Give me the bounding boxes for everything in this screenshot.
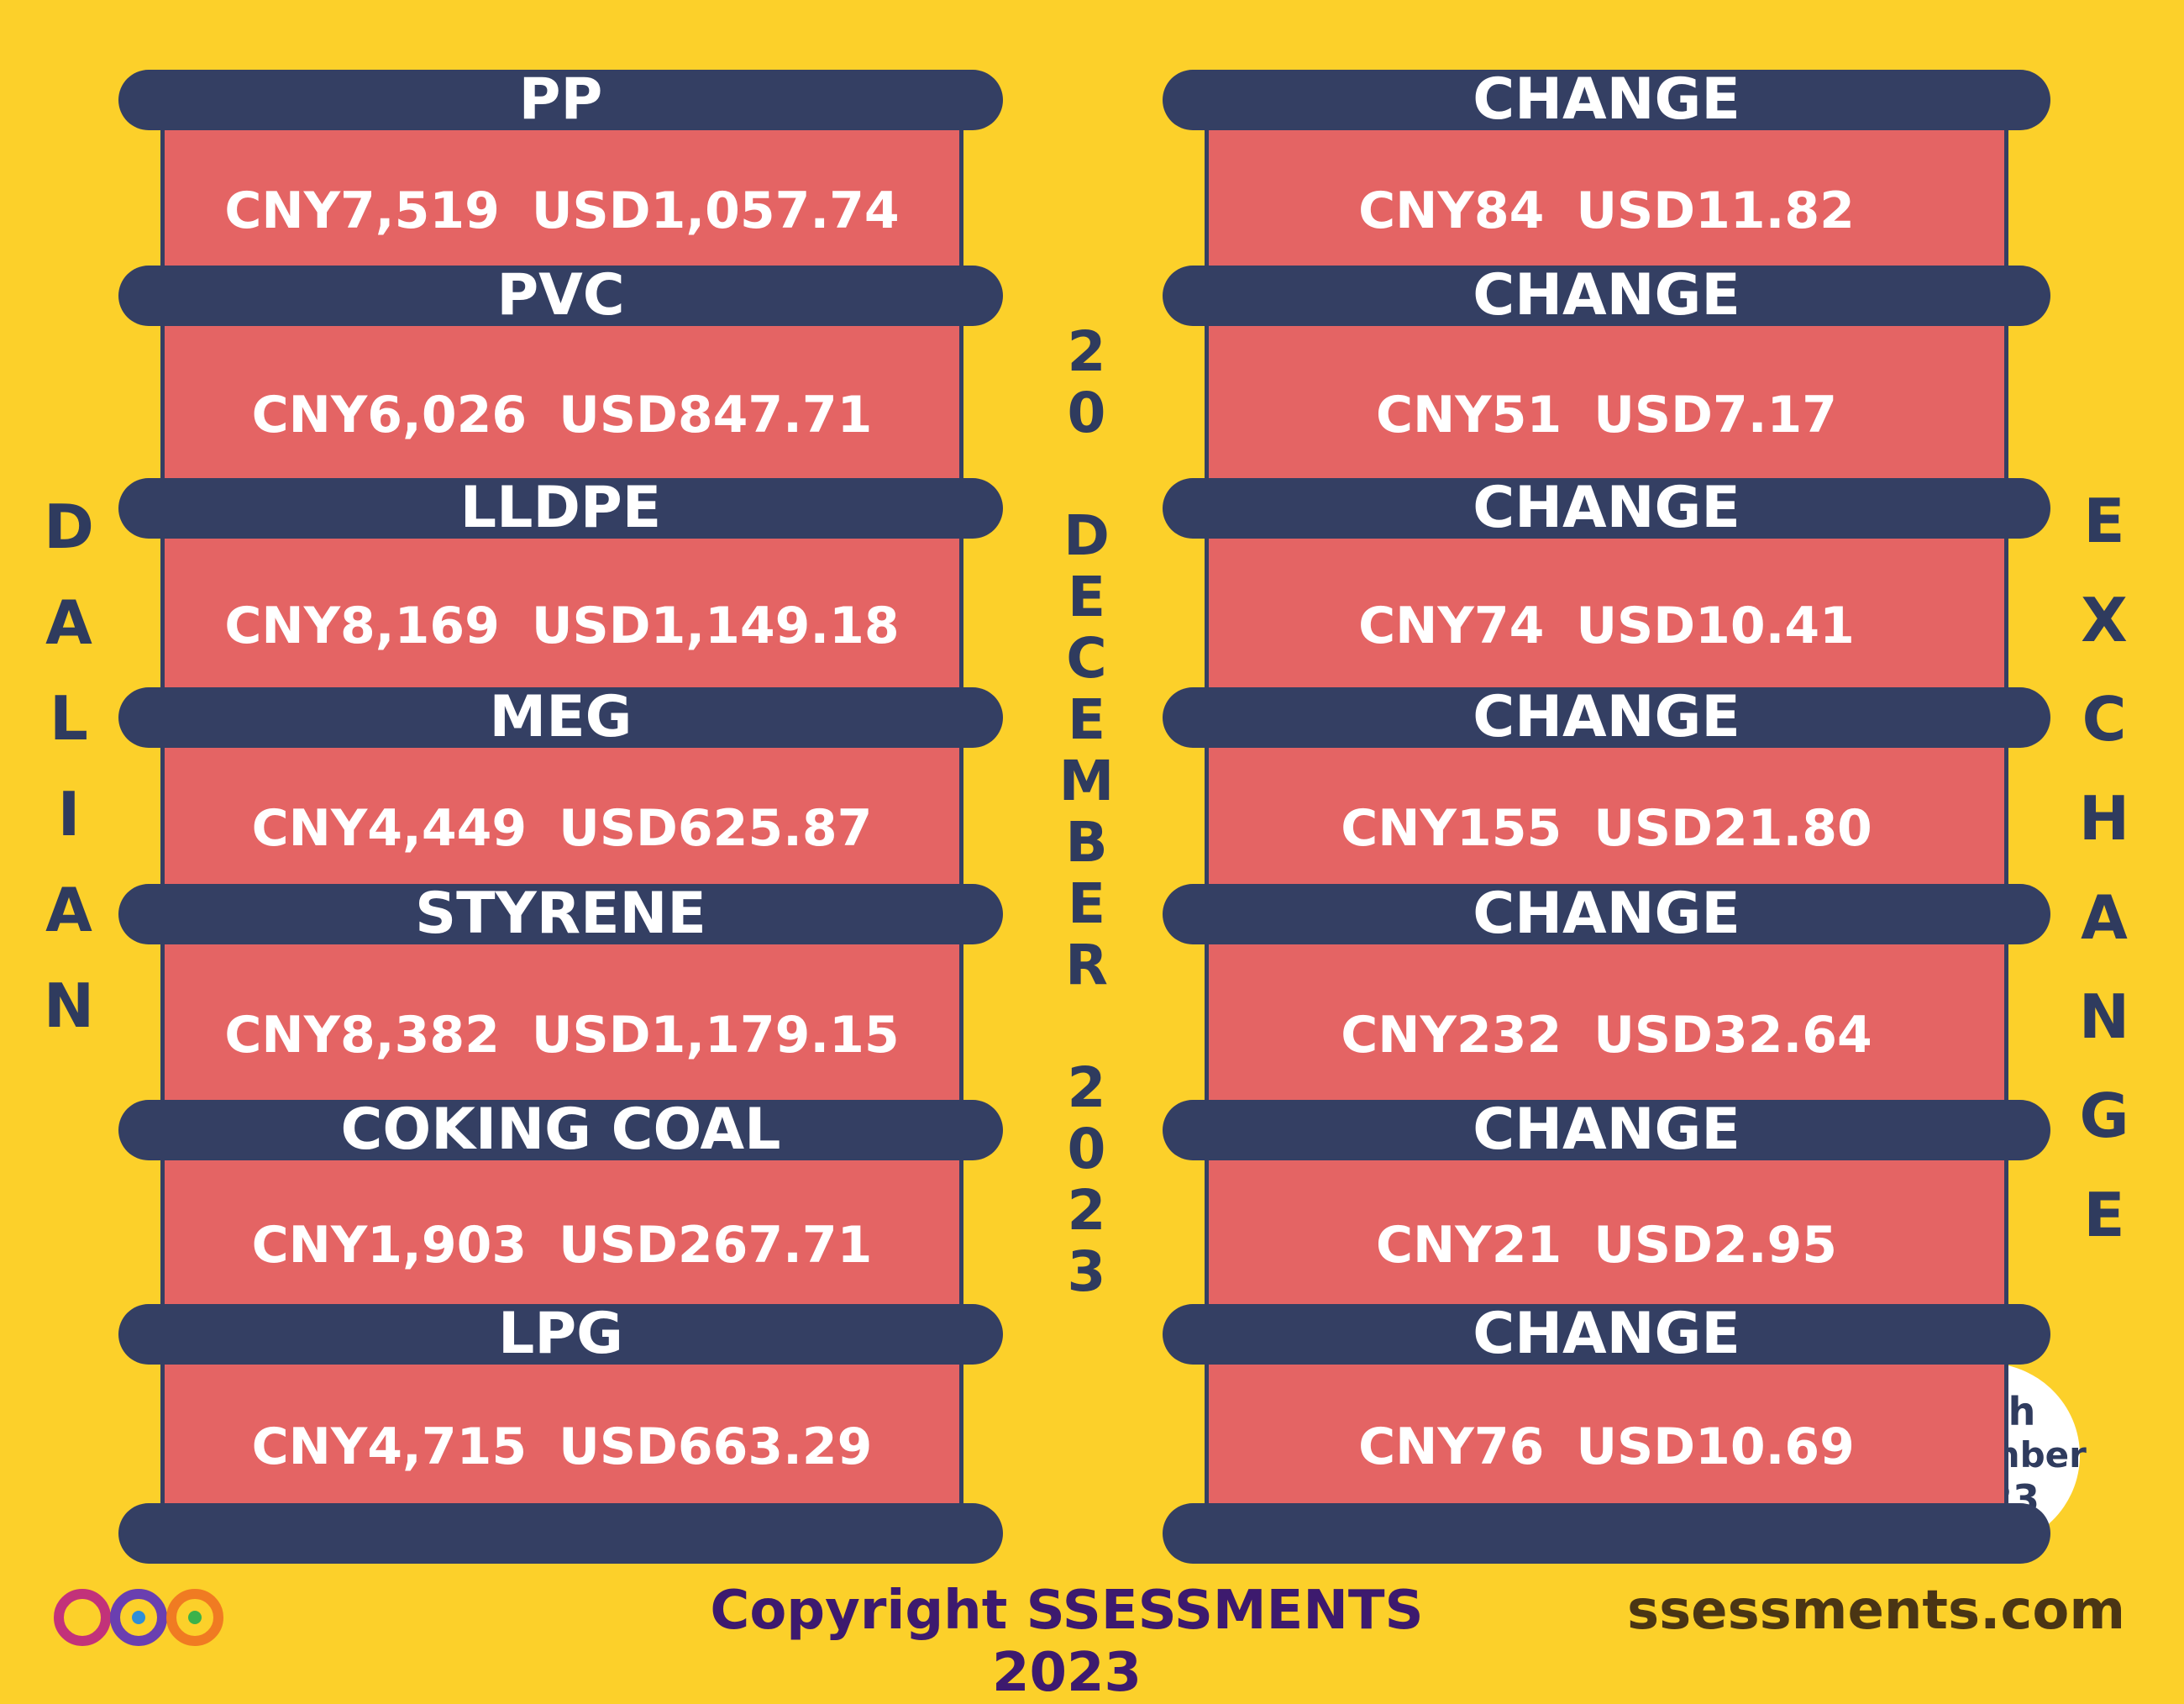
value-row: CNY7,519 USD1,057.74 <box>160 100 963 296</box>
cny-value: CNY51 <box>1376 385 1562 444</box>
cny-value: CNY76 <box>1358 1417 1545 1476</box>
value-row: CNY1,903 USD267.71 <box>160 1130 963 1334</box>
header-cap: CHANGE <box>1163 478 2050 539</box>
cny-value: CNY8,169 <box>224 596 500 655</box>
usd-value: USD1,057.74 <box>531 181 900 240</box>
usd-value: USD663.29 <box>559 1417 873 1476</box>
center-label: 20 DECEMBER 2023 <box>1054 319 1119 1301</box>
logo <box>54 1589 223 1646</box>
header-cap: PVC <box>118 266 1003 326</box>
header-cap: CHANGE <box>1163 1304 2050 1365</box>
value-row: CNY74 USD10.41 <box>1205 508 2008 718</box>
header-cap: CHANGE <box>1163 266 2050 326</box>
bottom-cap <box>118 1503 1003 1564</box>
bottom-cap <box>1163 1503 2050 1564</box>
header-cap: STYRENE <box>118 884 1003 944</box>
value-row: CNY6,026 USD847.71 <box>160 296 963 508</box>
value-row: CNY232 USD32.64 <box>1205 914 2008 1130</box>
header-cap: LLDPE <box>118 478 1003 539</box>
cny-value: CNY6,026 <box>251 385 528 444</box>
usd-value: USD1,179.15 <box>531 1005 900 1065</box>
header-cap: CHANGE <box>1163 884 2050 944</box>
usd-value: USD10.69 <box>1576 1417 1855 1476</box>
usd-value: USD847.71 <box>559 385 873 444</box>
cny-value: CNY155 <box>1341 799 1562 858</box>
value-row: CNY8,169 USD1,149.18 <box>160 508 963 718</box>
header-cap: PP <box>118 70 1003 130</box>
usd-value: USD11.82 <box>1576 181 1855 240</box>
left-label: DALIAN <box>34 492 104 1066</box>
cny-value: CNY1,903 <box>251 1215 528 1275</box>
usd-value: USD21.80 <box>1593 799 1872 858</box>
header-cap: CHANGE <box>1163 70 2050 130</box>
cny-value: CNY232 <box>1341 1005 1562 1065</box>
usd-value: USD625.87 <box>559 799 873 858</box>
cny-value: CNY4,449 <box>251 799 528 858</box>
cny-value: CNY74 <box>1358 596 1545 655</box>
cny-value: CNY21 <box>1376 1215 1562 1275</box>
value-row: CNY155 USD21.80 <box>1205 718 2008 914</box>
header-cap: MEG <box>118 687 1003 748</box>
cny-value: CNY4,715 <box>251 1417 528 1476</box>
copyright: Copyright SSESSMENTS 2023 <box>710 1580 1424 1704</box>
website[interactable]: ssessments.com <box>1626 1580 2125 1642</box>
value-row: CNY4,715 USD663.29 <box>160 1334 963 1533</box>
usd-value: USD7.17 <box>1593 385 1837 444</box>
value-row: CNY84 USD11.82 <box>1205 100 2008 296</box>
header-cap: CHANGE <box>1163 1100 2050 1160</box>
value-row: CNY51 USD7.17 <box>1205 296 2008 508</box>
cny-value: CNY8,382 <box>224 1005 500 1065</box>
header-cap: CHANGE <box>1163 687 2050 748</box>
value-row: CNY4,449 USD625.87 <box>160 718 963 914</box>
right-label: EXCHANGE <box>2069 486 2139 1279</box>
header-cap: LPG <box>118 1304 1003 1365</box>
cny-value: CNY7,519 <box>224 181 500 240</box>
usd-value: USD2.95 <box>1593 1215 1837 1275</box>
value-row: CNY21 USD2.95 <box>1205 1130 2008 1334</box>
usd-value: USD10.41 <box>1576 596 1855 655</box>
usd-value: USD32.64 <box>1593 1005 1872 1065</box>
value-row: CNY8,382 USD1,179.15 <box>160 914 963 1130</box>
usd-value: USD267.71 <box>559 1215 873 1275</box>
header-cap: COKING COAL <box>118 1100 1003 1160</box>
cny-value: CNY84 <box>1358 181 1545 240</box>
value-row: CNY76 USD10.69 <box>1205 1334 2008 1533</box>
usd-value: USD1,149.18 <box>531 596 900 655</box>
